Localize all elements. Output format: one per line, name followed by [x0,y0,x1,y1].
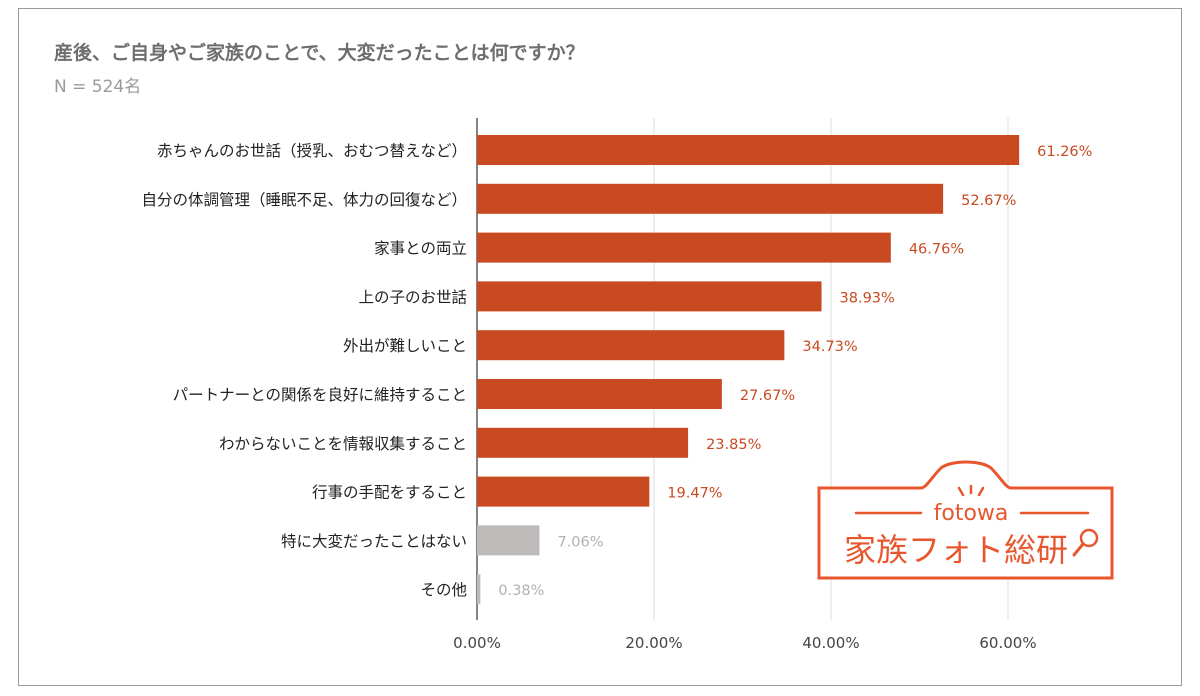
category-label: 特に大変だったことはない [281,532,467,550]
category-label: 上の子のお世話 [358,288,467,306]
bar [477,135,1020,165]
data-label: 23.85% [706,437,761,453]
category-label: その他 [420,581,467,599]
category-label: 自分の体調管理（睡眠不足、体力の回復など） [141,191,467,209]
bar [477,574,481,605]
data-label: 19.47% [667,486,722,502]
x-tick-label: 0.00% [453,634,501,652]
fotowa-logo: fotowa 家族フォト総研 [817,460,1114,580]
bar [477,525,540,556]
data-label: 27.67% [740,388,795,404]
category-label: わからないことを情報収集すること [219,435,467,453]
data-label: 52.67% [961,193,1016,209]
x-tick-label: 20.00% [625,634,682,652]
chart-subtitle: N = 524名 [54,77,142,97]
chart-frame [18,8,1182,686]
bar [477,232,891,263]
bar [477,476,650,507]
chart-title: 産後、ご自身やご家族のことで、大変だったことは何ですか？ [54,42,585,64]
data-label: 0.38% [498,583,544,599]
bar [477,281,822,312]
logo-name: 家族フォト総研 [844,531,1068,569]
magnifier-icon [1079,528,1099,548]
category-label: 行事の手配をすること [312,484,467,502]
data-label: 34.73% [802,339,857,355]
data-label: 38.93% [840,290,895,306]
bar [477,379,722,409]
data-label: 7.06% [557,534,603,550]
bar [477,183,944,214]
x-tick-label: 40.00% [802,634,859,652]
x-tick-label: 60.00% [979,634,1036,652]
bar [477,427,689,458]
category-label: 赤ちゃんのお世話（授乳、おむつ替えなど） [157,142,467,160]
bar [477,330,785,361]
data-label: 46.76% [909,242,964,258]
category-label: 外出が難しいこと [343,337,467,355]
data-label: 61.26% [1037,144,1092,160]
category-label: 家事との両立 [374,240,467,258]
logo-brand: fotowa [934,501,1009,526]
category-label: パートナーとの関係を良好に維持すること [173,386,467,404]
